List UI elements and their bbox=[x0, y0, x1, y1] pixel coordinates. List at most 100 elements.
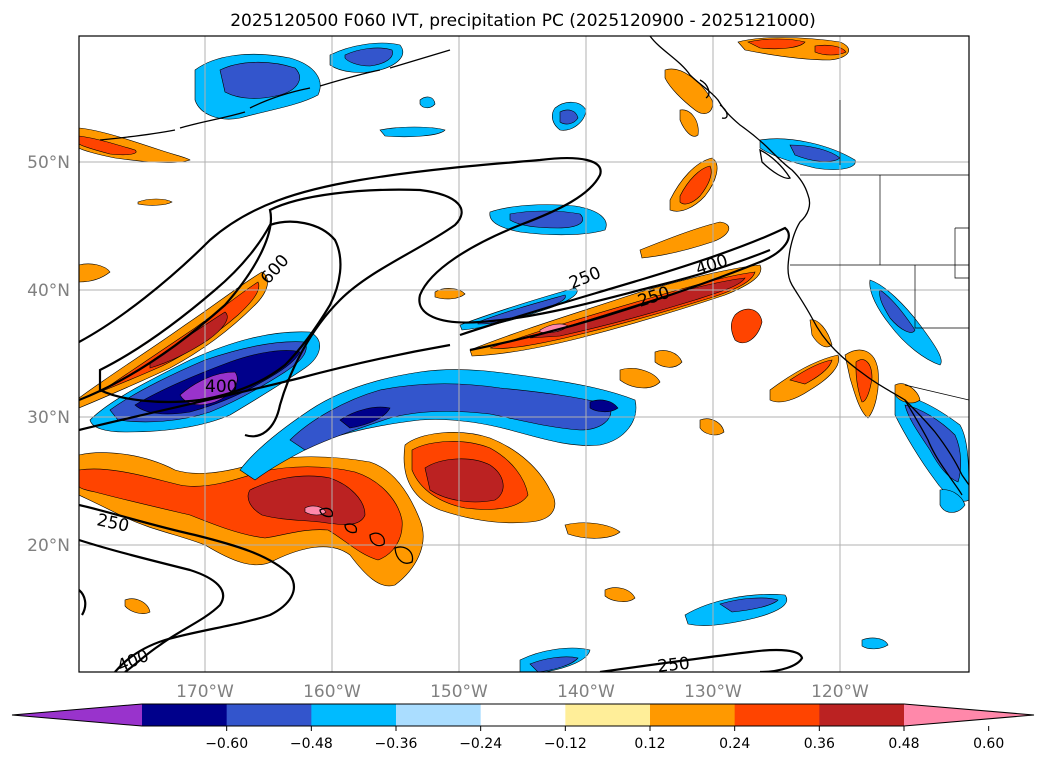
colorbar-tick-label: −0.12 bbox=[544, 736, 587, 752]
precip-darkred-subtropical bbox=[247, 475, 366, 525]
colorbar-tick-label: 0.24 bbox=[719, 736, 750, 752]
colorbar-tick-label: 0.48 bbox=[888, 736, 919, 752]
precip-positive-small-3 bbox=[434, 288, 466, 300]
coast-north-america bbox=[649, 36, 969, 486]
precip-blue-topleft bbox=[219, 61, 300, 99]
precip-redorange-topright-2 bbox=[814, 44, 847, 56]
map-panel: 600 400 250 250 400 250 400 250 50°N 40°… bbox=[27, 35, 970, 702]
ivt-contour-south-250 bbox=[79, 503, 296, 672]
colorbar-tick-label: 0.12 bbox=[634, 736, 665, 752]
precip-blue-north bbox=[509, 210, 584, 229]
colorbar-segment bbox=[142, 704, 228, 726]
precip-darkred-central bbox=[424, 458, 504, 503]
colorbar-segment bbox=[226, 704, 312, 726]
ivt-contour-east-400 bbox=[459, 226, 790, 352]
coast-hawaii-1 bbox=[319, 507, 334, 518]
lon-label-120w: 120°W bbox=[811, 682, 869, 702]
precip-positive-mid-4 bbox=[699, 418, 725, 436]
colorbar-segment bbox=[734, 704, 820, 726]
map-title: 2025120500 F060 IVT, precipitation PC (2… bbox=[230, 11, 816, 31]
ivt-contour-bottom-250 bbox=[599, 648, 804, 672]
lat-label-50n: 50°N bbox=[27, 153, 70, 173]
colorbar-tick-label: −0.60 bbox=[205, 736, 248, 752]
precip-positive-ar-west bbox=[79, 271, 268, 409]
lat-label-20n: 20°N bbox=[27, 536, 70, 556]
lon-label-170w: 170°W bbox=[176, 682, 234, 702]
ivt-contour-south-400 bbox=[79, 538, 225, 672]
ivt-contour-west-edge bbox=[79, 589, 87, 616]
colorbar-tick-label: 0.60 bbox=[973, 736, 1004, 752]
coast-vancouver-island bbox=[759, 148, 791, 179]
map-frame bbox=[78, 35, 970, 673]
precip-redorange-ar-west bbox=[99, 281, 260, 393]
colorbar-tick-label: −0.36 bbox=[375, 736, 418, 752]
ivt-contour-outer-250 bbox=[79, 157, 771, 343]
ivt-contours bbox=[79, 157, 804, 672]
ivt-label-400-west: 400 bbox=[205, 377, 237, 397]
colorbar: −0.60 −0.48 −0.36 −0.24 −0.12 0.12 0.24 0.36 0.4… bbox=[11, 703, 1035, 752]
colorbar-segment bbox=[819, 704, 905, 726]
colorbar-tick-label: 0.36 bbox=[804, 736, 835, 752]
lon-label-160w: 160°W bbox=[303, 682, 361, 702]
ivt-contour-inner-600 bbox=[98, 220, 342, 404]
precip-positive-mid-5 bbox=[564, 522, 621, 539]
state-borders bbox=[790, 100, 969, 401]
coast-alaska-islands bbox=[699, 79, 728, 119]
precip-positive-west-edge bbox=[79, 263, 111, 283]
precip-positive-coast-ak bbox=[664, 68, 713, 114]
precip-blue-topcenter bbox=[559, 109, 579, 125]
coastlines bbox=[99, 36, 969, 564]
colorbar-outline bbox=[11, 703, 1035, 727]
precip-positive-mid-2 bbox=[619, 368, 661, 389]
lon-label-150w: 150°W bbox=[430, 682, 488, 702]
precip-blue-topleft-2 bbox=[344, 47, 393, 67]
precip-redorange-topright bbox=[747, 38, 806, 50]
coast-hawaii-4 bbox=[394, 546, 414, 564]
coast-hawaii-3 bbox=[369, 532, 385, 547]
colorbar-extend-low bbox=[12, 704, 142, 726]
colorbar-extend-high bbox=[904, 704, 1034, 726]
precip-negative-small-bottom bbox=[861, 637, 889, 650]
ivt-contour-outer-250-b bbox=[79, 343, 451, 432]
precip-blue-bottomright bbox=[719, 597, 779, 613]
precip-redorange-wc-1 bbox=[789, 359, 833, 385]
colorbar-segment bbox=[650, 704, 736, 726]
lon-label-140w: 140°W bbox=[557, 682, 615, 702]
precip-negative-wc-3 bbox=[939, 489, 966, 513]
precip-positive-north bbox=[639, 221, 730, 259]
precip-navy-band-2 bbox=[589, 399, 619, 413]
colorbar-tick-label: −0.24 bbox=[459, 736, 502, 752]
colorbar-tick-label: −0.48 bbox=[290, 736, 333, 752]
coast-aleutians bbox=[99, 49, 451, 141]
lon-label-130w: 130°W bbox=[684, 682, 742, 702]
ivt-contour-inner-400 bbox=[79, 188, 463, 438]
lat-label-30n: 30°N bbox=[27, 408, 70, 428]
border-nv bbox=[954, 227, 969, 279]
precip-positive-topleft bbox=[79, 127, 191, 163]
precip-redorange-topleft bbox=[79, 135, 137, 156]
precip-negative-small-2 bbox=[419, 96, 436, 109]
precip-positive-mid-7 bbox=[124, 598, 151, 614]
colorbar-segment bbox=[396, 704, 482, 726]
lat-label-40n: 40°N bbox=[27, 281, 70, 301]
colorbar-segment bbox=[480, 704, 566, 726]
precip-blue-bottomcenter bbox=[529, 656, 579, 672]
precip-redorange-north-2 bbox=[679, 165, 712, 205]
coast-baja bbox=[904, 399, 963, 496]
colorbar-segment bbox=[311, 704, 397, 726]
colorbar-segment bbox=[565, 704, 651, 726]
border-id bbox=[914, 265, 969, 329]
longitude-labels: 170°W 160°W 150°W 140°W 130°W 120°W bbox=[176, 682, 869, 702]
precip-negative-small-1 bbox=[379, 126, 446, 138]
precip-navy-band bbox=[339, 406, 391, 429]
precip-positive-small-topleft bbox=[137, 198, 173, 206]
border-us-mexico bbox=[904, 384, 969, 401]
precip-redorange-wc-2 bbox=[855, 359, 873, 403]
latitude-labels: 50°N 40°N 30°N 20°N bbox=[27, 153, 70, 556]
precip-positive-coast-bc bbox=[679, 109, 699, 137]
coast-hawaii-2 bbox=[344, 523, 358, 534]
precip-positive-mid-3 bbox=[654, 350, 683, 368]
precip-positive-mid-6 bbox=[604, 587, 636, 602]
ivt-label-250-bottom: 250 bbox=[656, 654, 690, 677]
